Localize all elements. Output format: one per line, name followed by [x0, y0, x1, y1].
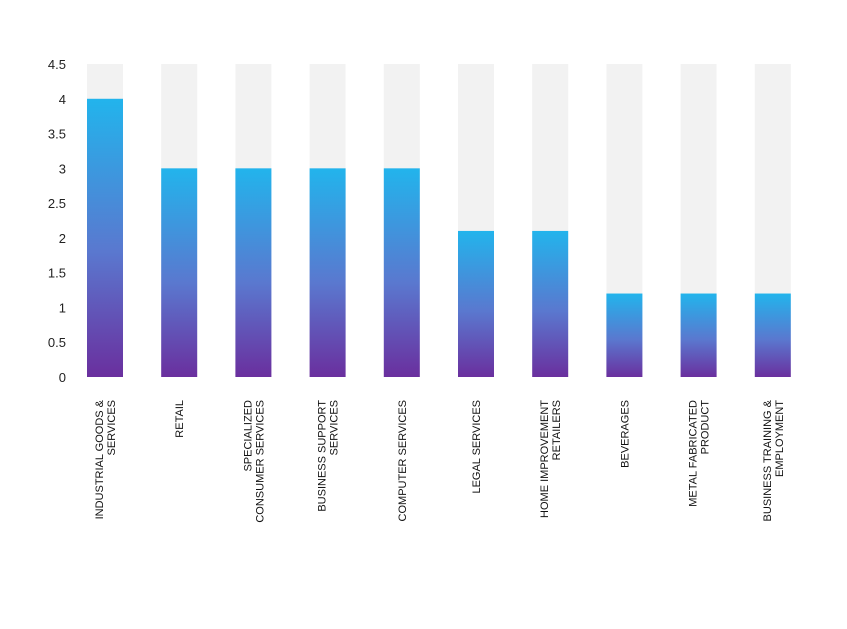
- bar: [606, 293, 643, 377]
- bar: [532, 230, 569, 377]
- y-tick-label: 0: [59, 370, 66, 385]
- y-tick-label: 0.5: [48, 335, 66, 350]
- data-bars: [87, 98, 791, 378]
- y-tick-label: 4: [59, 92, 66, 107]
- x-tick-label: BEVERAGES: [619, 400, 631, 468]
- y-axis: 0 0.5 1 1.5 2 2.5 3 3.5 4 4.5: [48, 57, 66, 385]
- y-tick-label: 1.5: [48, 266, 66, 281]
- y-tick-label: 2.5: [48, 196, 66, 211]
- x-tick-label: COMPUTER SERVICES: [397, 400, 409, 521]
- bar: [680, 293, 717, 377]
- x-tick-label: INDUSTRIAL GOODS &SERVICES: [94, 399, 118, 519]
- y-tick-label: 1: [59, 300, 66, 315]
- x-tick-label: SPECIALIZEDCONSUMER SERVICES: [242, 400, 266, 523]
- x-tick-label: BUSINESS TRAINING &EMPLOYMENT: [762, 399, 786, 521]
- bar: [161, 168, 198, 377]
- y-tick-label: 3: [59, 161, 66, 176]
- bar: [383, 168, 420, 377]
- y-tick-label: 2: [59, 231, 66, 246]
- x-axis-labels: INDUSTRIAL GOODS &SERVICES RETAIL SPECIALI…: [94, 399, 786, 522]
- bar: [458, 230, 494, 377]
- x-tick-label: BUSINESS SUPPORTSERVICES: [317, 400, 341, 512]
- x-tick-label: LEGAL SERVICES: [471, 400, 483, 494]
- x-tick-label: RETAIL: [174, 400, 186, 438]
- y-tick-label: 3.5: [48, 127, 66, 142]
- bar: [87, 98, 123, 378]
- y-tick-label: 4.5: [48, 57, 66, 72]
- bar: [754, 293, 791, 377]
- x-tick-label: METAL FABRICATEDPRODUCT: [688, 400, 712, 507]
- bar: [235, 168, 272, 377]
- x-tick-label: HOME IMPROVEMENTRETAILERS: [539, 400, 563, 518]
- bar: [309, 168, 346, 377]
